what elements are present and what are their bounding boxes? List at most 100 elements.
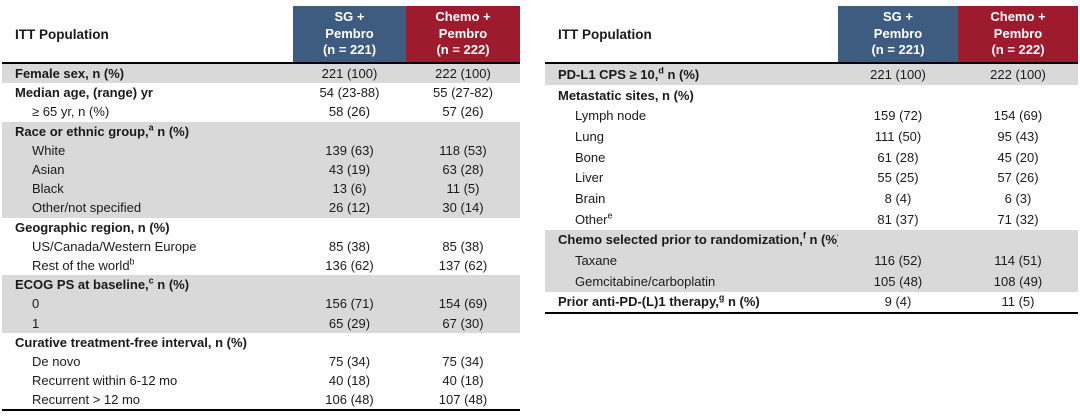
row-label: Chemo selected prior to randomization,f … <box>558 232 838 248</box>
table-row: De novo 75 (34) 75 (34) <box>2 352 520 371</box>
row-label: Brain <box>575 190 606 206</box>
row-label: Prior anti-PD-(L)1 therapy,g n (%) <box>558 294 760 310</box>
row-label: Race or ethnic group,a n (%) <box>15 123 190 139</box>
value-cell: 95 (43) <box>997 128 1039 144</box>
table-title: ITT Population <box>545 6 838 62</box>
footnote-superscript: f <box>802 232 806 242</box>
footnote-superscript: d <box>658 66 664 76</box>
table-row: White 139 (63) 118 (53) <box>2 140 520 160</box>
row-label: Rest of the worldb <box>32 257 135 273</box>
table-row: Female sex, n (%) 221 (100) 222 (100) <box>2 64 520 84</box>
value-cell: 63 (28) <box>442 162 484 178</box>
value-cell: 26 (12) <box>328 200 371 216</box>
table-row: Median age, (range) yr 54 (23-88) 55 (27-8… <box>2 83 520 102</box>
column-header-line: Pembro <box>873 25 923 41</box>
table-row: PD-L1 CPS ≥ 10,d n (%) 221 (100) 222 (100) <box>545 64 1078 85</box>
value-cell: 45 (20) <box>997 149 1039 165</box>
column-header-line: (n = 221) <box>322 42 377 58</box>
value-cell: 13 (6) <box>332 181 367 197</box>
value-cell: 67 (30) <box>442 315 484 331</box>
value-cell: 159 (72) <box>873 108 923 124</box>
column-header-line: Pembro <box>993 25 1043 41</box>
table-row: Prior anti-PD-(L)1 therapy,g n (%) 9 (4) 1… <box>545 292 1078 313</box>
value-cell: 85 (38) <box>442 238 484 254</box>
table-row: 0 156 (71) 154 (69) <box>2 294 520 314</box>
value-cell: 221 (100) <box>321 66 378 82</box>
column-header-chemo-pembro: Chemo + Pembro (n = 222) <box>958 6 1078 62</box>
row-label: 1 <box>32 315 40 331</box>
value-cell: 30 (14) <box>442 200 484 216</box>
row-label: Other/not specified <box>32 200 142 216</box>
value-cell: 222 (100) <box>435 66 491 82</box>
table-row: Lung 111 (50) 95 (43) <box>545 126 1078 147</box>
column-header-line: (n = 222) <box>436 42 490 58</box>
row-label: Gemcitabine/carboplatin <box>575 273 716 289</box>
footnote-superscript: b <box>129 257 135 267</box>
value-cell: 137 (62) <box>438 257 488 273</box>
table-row: Taxane 116 (52) 114 (51) <box>545 250 1078 271</box>
table-row: Black 13 (6) 11 (5) <box>2 179 520 199</box>
value-cell: 221 (100) <box>870 66 926 82</box>
table-row: US/Canada/Western Europe 85 (38) 85 (38) <box>2 237 520 256</box>
value-cell: 55 (27-82) <box>433 85 493 101</box>
row-label: De novo <box>32 353 81 369</box>
value-cell: 116 (52) <box>874 253 922 269</box>
value-cell: 40 (18) <box>328 373 371 389</box>
column-header-line: (n = 221) <box>871 42 925 58</box>
value-cell: 85 (38) <box>328 238 371 254</box>
table-row: Bone 61 (28) 45 (20) <box>545 147 1078 168</box>
table-row: Metastatic sites, n (%) <box>545 85 1078 106</box>
table-row: ECOG PS at baseline,c n (%) <box>2 275 520 295</box>
table-row: 1 65 (29) 67 (30) <box>2 313 520 333</box>
value-cell: 106 (48) <box>325 392 374 408</box>
column-header-chemo-pembro: Chemo + Pembro (n = 222) <box>406 6 520 62</box>
value-cell: 57 (26) <box>997 170 1039 186</box>
column-header-sg-pembro: SG + Pembro (n = 221) <box>293 6 406 62</box>
column-header-line: Pembro <box>438 25 488 41</box>
footnote-superscript: c <box>148 277 154 286</box>
row-label: Curative treatment-free interval, n (%) <box>15 334 247 350</box>
value-cell: 107 (48) <box>438 392 488 408</box>
value-cell: 61 (28) <box>877 149 919 165</box>
row-label: Metastatic sites, n (%) <box>558 87 694 103</box>
table-row: Chemo selected prior to randomization,f … <box>545 229 1078 251</box>
value-cell: 105 (48) <box>873 273 923 289</box>
row-label: 0 <box>32 296 40 312</box>
table-row: Other/not specified 26 (12) 30 (14) <box>2 198 520 218</box>
table-row: Brain 8 (4) 6 (3) <box>545 188 1078 209</box>
row-label: ECOG PS at baseline,c n (%) <box>15 277 190 293</box>
row-label: Recurrent > 12 mo <box>32 392 141 408</box>
row-label: Othere <box>575 211 613 227</box>
value-cell: 154 (69) <box>993 108 1043 124</box>
column-header-line: SG + <box>883 9 913 25</box>
row-label: US/Canada/Western Europe <box>32 238 197 254</box>
value-cell: 222 (100) <box>990 66 1046 82</box>
row-label: Median age, (range) yr <box>15 85 153 101</box>
value-cell: 108 (49) <box>993 273 1043 289</box>
table-row: Gemcitabine/carboplatin 105 (48) 108 (49) <box>545 270 1078 292</box>
value-cell: 156 (71) <box>325 296 374 312</box>
value-cell: 58 (26) <box>328 104 371 120</box>
table-row: ≥ 65 yr, n (%) 58 (26) 57 (26) <box>2 102 520 121</box>
column-header-line: (n = 222) <box>991 42 1045 58</box>
row-label: Asian <box>32 162 65 178</box>
column-header-line: Chemo + <box>990 9 1046 25</box>
value-cell: 81 (37) <box>877 211 919 227</box>
value-cell: 139 (63) <box>325 142 374 158</box>
row-label: Taxane <box>575 253 617 269</box>
value-cell: 6 (3) <box>1004 190 1032 206</box>
table-body: Female sex, n (%) 221 (100) 222 (100) Media… <box>2 64 520 412</box>
column-header-line: Chemo + <box>435 9 491 25</box>
baseline-demographics-table: ITT Population SG + Pembro (n = 221) Che… <box>2 6 520 412</box>
row-label: Black <box>32 181 64 197</box>
footnote-superscript: a <box>148 123 154 133</box>
value-cell: 111 (50) <box>874 128 922 144</box>
value-cell: 75 (34) <box>442 353 484 369</box>
table-row: Geographic region, n (%) <box>2 218 520 237</box>
value-cell: 54 (23-88) <box>319 85 380 101</box>
table-row: Race or ethnic group,a n (%) <box>2 121 520 141</box>
row-label: ≥ 65 yr, n (%) <box>32 104 110 120</box>
value-cell: 136 (62) <box>325 257 374 273</box>
column-header-sg-pembro: SG + Pembro (n = 221) <box>838 6 958 62</box>
footnote-superscript: g <box>718 294 725 304</box>
